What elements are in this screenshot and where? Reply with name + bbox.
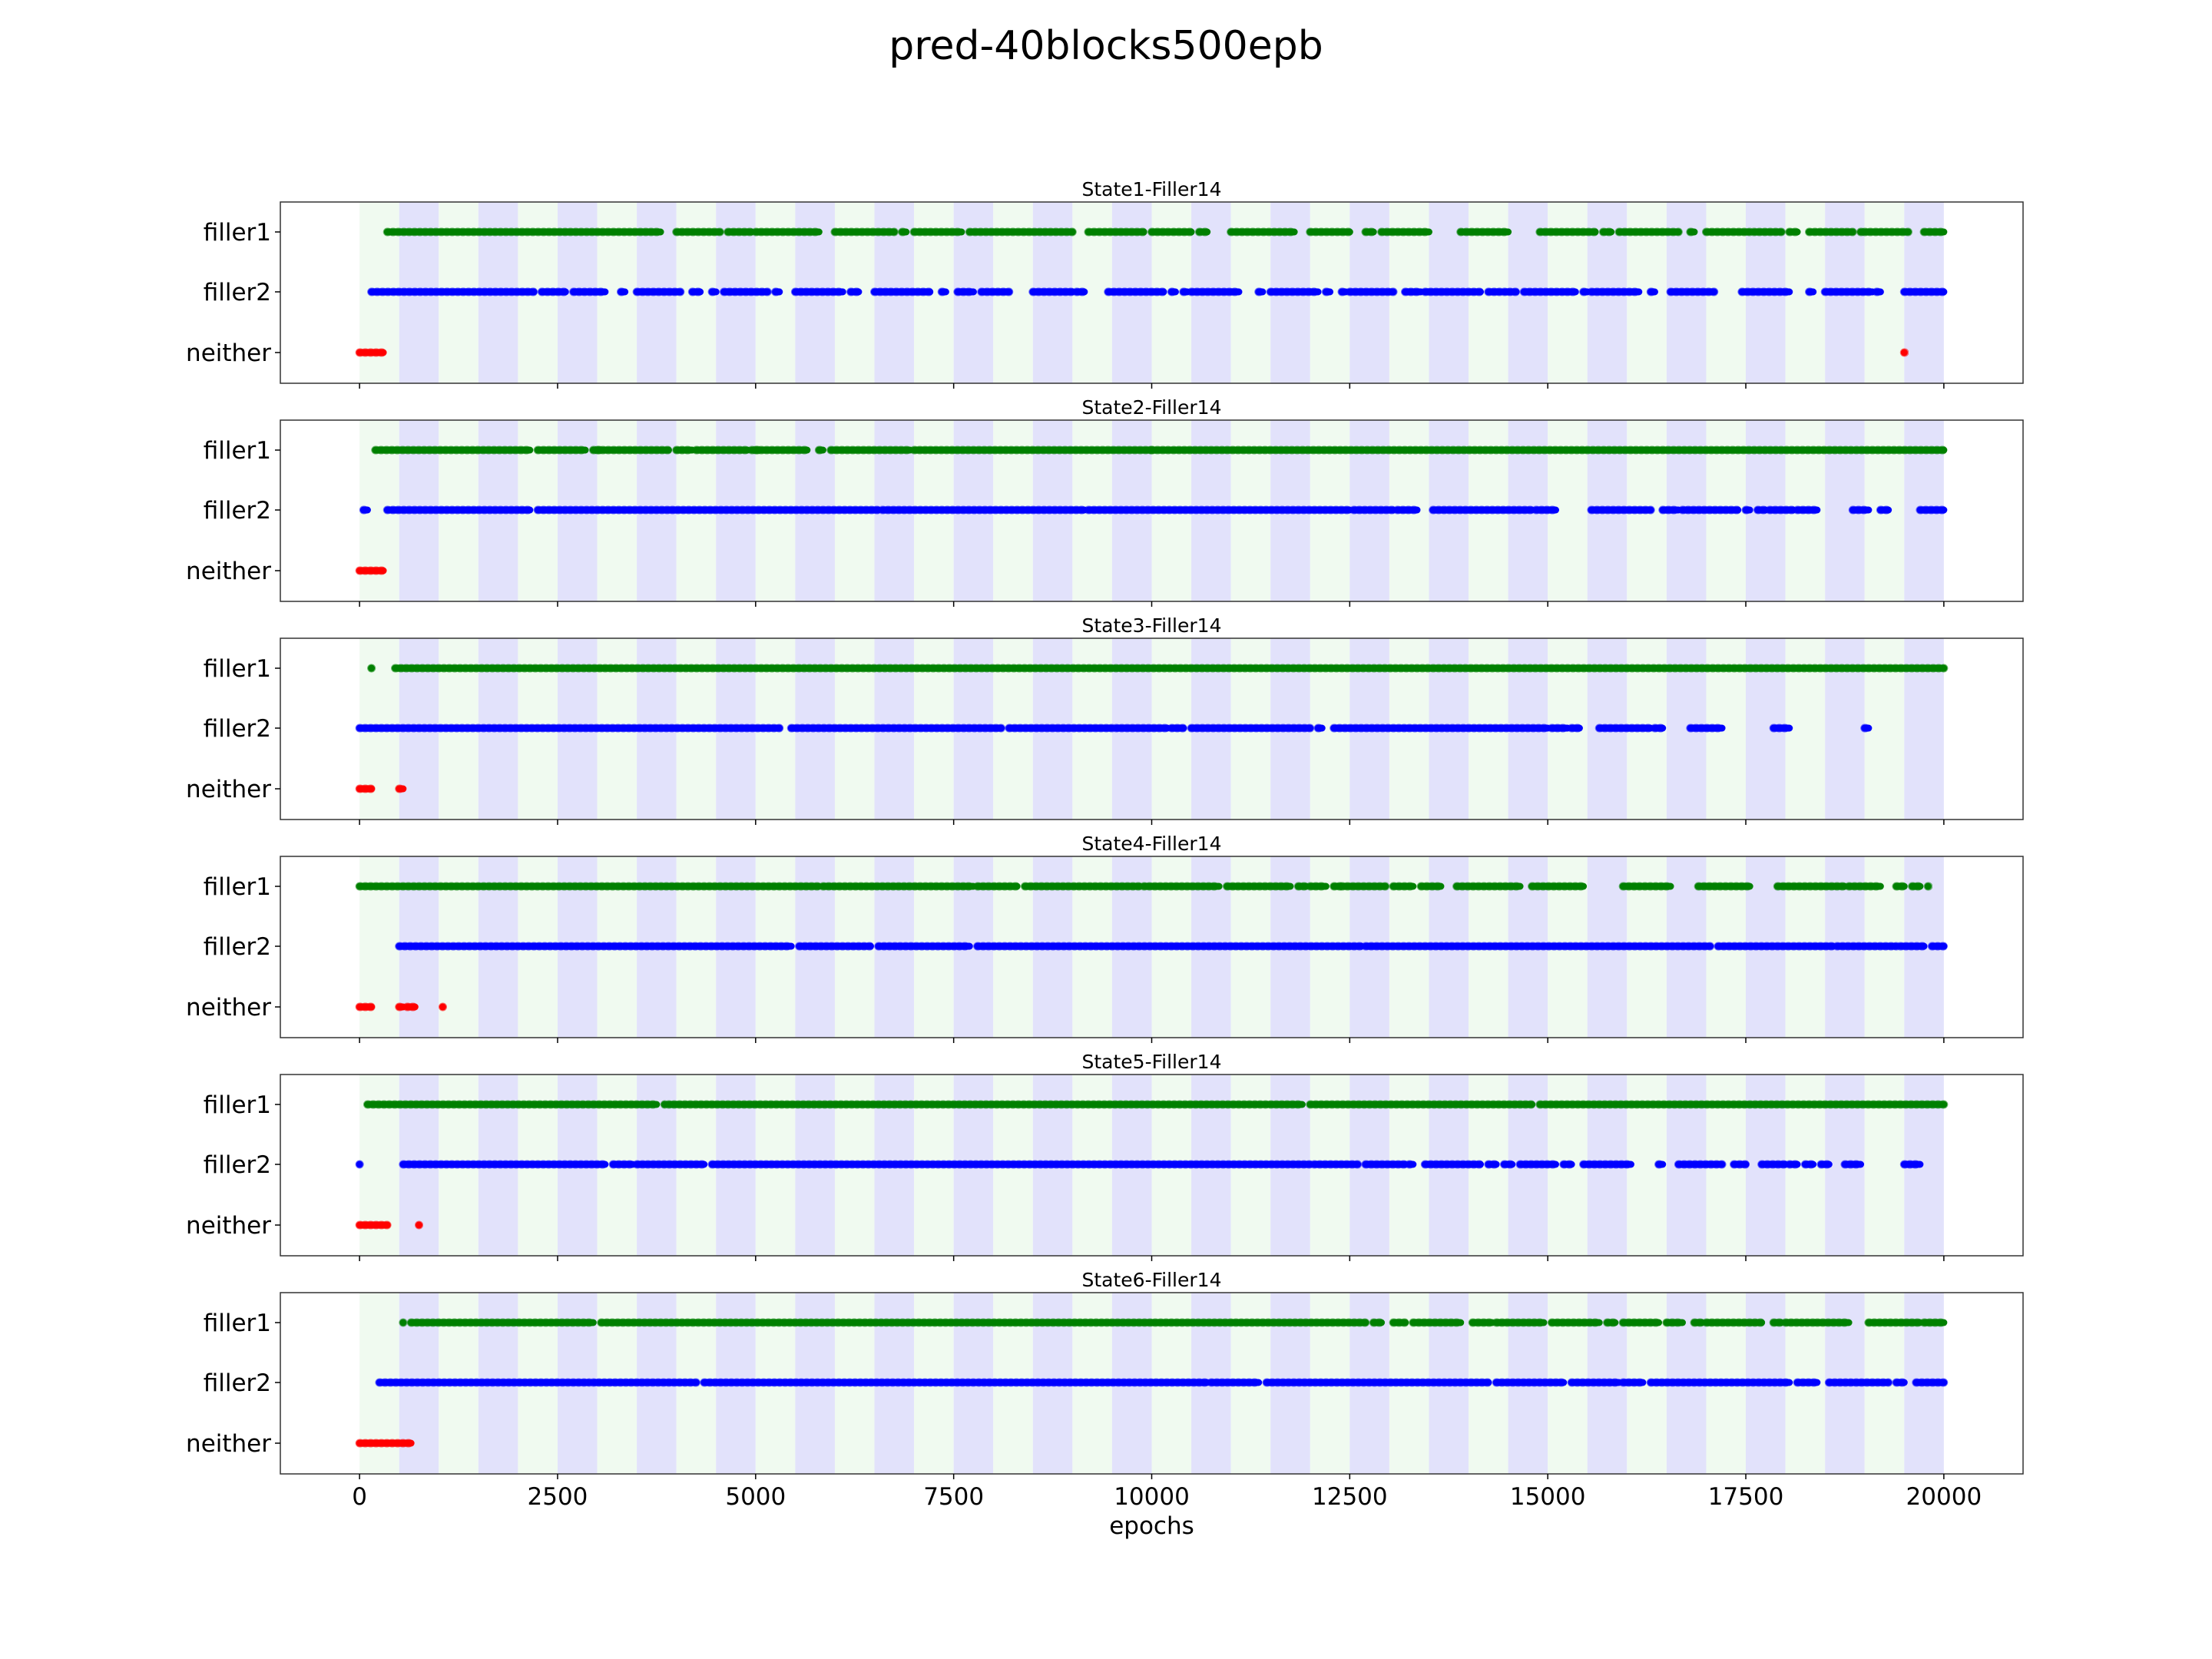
subplot-6: filler1 filler2 neither State6-Filler14 [186,1269,2024,1479]
ytick-label-filler1: filler1 [204,655,271,683]
xtick-label: 2500 [528,1483,588,1511]
subplot-2: filler1 filler2 neither State2-Filler14 [186,396,2024,607]
xtick-label: 7500 [923,1483,984,1511]
ytick-label-filler2: filler2 [204,933,271,961]
ytick-label-filler2: filler2 [204,1369,271,1397]
ytick-label-filler1: filler1 [204,1091,271,1119]
xtick-label: 15000 [1510,1483,1586,1511]
subplot-4: filler1 filler2 neither State4-Filler14 [186,833,2024,1043]
subplot-1: filler1 filler2 neither State1-Filler14 [186,178,2024,389]
ytick-label-neither: neither [186,558,271,585]
ytick-label-filler2: filler2 [204,279,271,306]
ytick-label-filler1: filler1 [204,437,271,465]
subplot-title: State4-Filler14 [1082,833,1222,855]
xtick-label: 5000 [725,1483,786,1511]
subplot-3: filler1 filler2 neither State3-Filler14 [186,614,2024,825]
ytick-label-neither: neither [186,1430,271,1458]
xtick-label: 20000 [1906,1483,1982,1511]
subplot-title: State3-Filler14 [1082,614,1222,637]
subplot-title: State2-Filler14 [1082,396,1222,419]
ytick-label-neither: neither [186,776,271,803]
ytick-label-filler1: filler1 [204,1310,271,1337]
ytick-label-filler2: filler2 [204,497,271,525]
ytick-label-filler1: filler1 [204,873,271,901]
subplot-5: filler1 filler2 neither State5-Filler14 [186,1051,2024,1261]
ytick-label-neither: neither [186,339,271,367]
subplot-title: State1-Filler14 [1082,178,1222,200]
ytick-label-neither: neither [186,994,271,1022]
ytick-label-filler2: filler2 [204,1151,271,1179]
ytick-label-filler2: filler2 [204,715,271,743]
subplot-title: State5-Filler14 [1082,1051,1222,1073]
figure-title: pred-40blocks500epb [889,23,1323,69]
ytick-label-filler1: filler1 [204,219,271,247]
x-axis-label: epochs [1109,1512,1194,1540]
subplot-title: State6-Filler14 [1082,1269,1222,1291]
ytick-label-neither: neither [186,1212,271,1240]
xtick-label: 0 [352,1483,367,1511]
xtick-label: 17500 [1708,1483,1784,1511]
xtick-label: 10000 [1114,1483,1190,1511]
xtick-label: 12500 [1312,1483,1388,1511]
